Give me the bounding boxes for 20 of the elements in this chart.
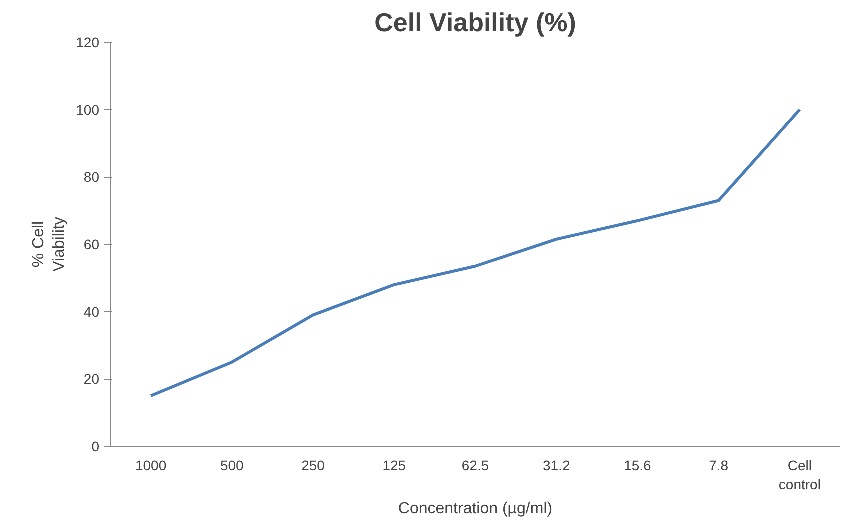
x-tick-label: 31.2 — [542, 458, 570, 474]
y-tick-label: 40 — [84, 304, 100, 320]
x-tick-label: Cell control — [778, 458, 821, 493]
x-tick-label: 500 — [220, 458, 244, 474]
x-tick-label: 125 — [382, 458, 406, 474]
x-axis-title: Concentration (µg/ml) — [398, 500, 553, 518]
x-tick-label: 62.5 — [462, 458, 490, 474]
y-axis-title: % Cell Viability — [30, 217, 68, 272]
x-tick-label: 7.8 — [709, 458, 729, 474]
x-tick-label: 15.6 — [624, 458, 652, 474]
line-series — [150, 108, 802, 398]
y-tick-label: 0 — [92, 438, 100, 454]
y-tick-label: 120 — [76, 34, 100, 50]
y-tick-label: 80 — [84, 169, 100, 186]
x-tick-label: 250 — [302, 458, 326, 474]
x-tick-label: 1000 — [135, 458, 167, 474]
chart-title: Cell Viability (%) — [374, 8, 576, 38]
y-tick-label: 100 — [76, 102, 100, 118]
y-tick-label: 60 — [84, 236, 100, 252]
y-tick-label: 20 — [84, 371, 100, 388]
